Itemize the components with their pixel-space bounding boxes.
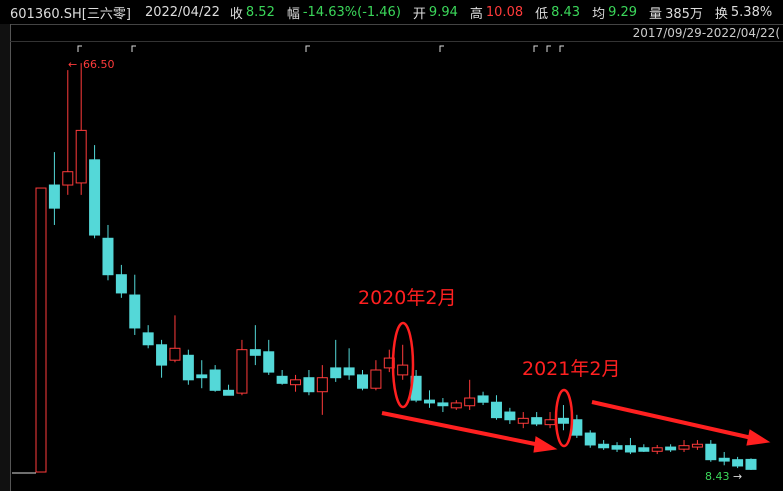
candle-body	[598, 443, 610, 449]
candle-body	[48, 184, 60, 209]
field-value: 8.43	[551, 4, 581, 20]
candles	[35, 63, 757, 473]
candle-body	[450, 402, 462, 409]
candle-body	[490, 401, 502, 419]
field-value: 9.94	[428, 4, 458, 20]
flags	[77, 45, 564, 52]
candle-body	[236, 349, 248, 394]
field-label: 换	[714, 6, 728, 22]
annotation: 2021年2月	[522, 358, 620, 380]
candle-body	[718, 457, 730, 462]
candle-body	[464, 397, 476, 407]
field-label: 幅	[286, 6, 300, 22]
annotation: 2020年2月	[358, 287, 456, 309]
field-value: 5.38%	[730, 4, 773, 20]
field-value: 9.29	[608, 4, 638, 20]
field-label: 收	[229, 6, 243, 22]
field-value: 385万	[665, 6, 703, 22]
candle-body	[142, 332, 154, 346]
candle-body	[544, 419, 556, 426]
candle-body	[316, 377, 328, 393]
candle-body	[531, 417, 543, 425]
candle-body	[370, 369, 382, 389]
candle-body	[62, 171, 74, 186]
candle-body	[196, 374, 208, 379]
candle-body	[678, 445, 690, 450]
field-label: 高	[469, 6, 483, 22]
candle-body	[276, 375, 288, 384]
highlight-ellipse	[391, 321, 415, 409]
field-label: 量	[649, 6, 663, 22]
candle-body	[169, 347, 181, 361]
side-strip	[0, 24, 10, 491]
candle-body	[437, 402, 449, 407]
candle-body	[89, 159, 101, 236]
candle-body	[557, 417, 569, 424]
candle-body	[75, 129, 87, 184]
field-value: 10.08	[485, 4, 524, 20]
candle-body	[477, 395, 489, 403]
candle-body	[624, 445, 636, 453]
candle-body	[129, 294, 141, 329]
candle-body	[263, 351, 275, 373]
field-label: 开	[412, 6, 426, 22]
field-value: -14.63%(-1.46)	[302, 4, 401, 20]
candle-body	[517, 417, 529, 424]
candle-body	[115, 274, 127, 294]
candle-body	[156, 344, 168, 366]
candle-body	[330, 367, 342, 379]
candle-body	[423, 399, 435, 404]
candle-body	[638, 447, 650, 452]
candle-body	[343, 367, 355, 376]
candle-body	[383, 357, 395, 369]
candle-body	[102, 237, 114, 276]
field-label: 低	[535, 6, 549, 22]
candle-body	[209, 369, 221, 391]
candle-body	[732, 459, 744, 467]
trend-arrows	[381, 400, 771, 453]
candle-body	[357, 374, 369, 389]
candle-body	[571, 419, 583, 436]
field-label: 均	[592, 6, 606, 22]
field-value: 8.52	[245, 4, 275, 20]
arrow-right: →	[733, 470, 742, 483]
date: 2022/04/22	[144, 4, 220, 20]
candle-body	[691, 443, 703, 448]
candle-body	[249, 349, 261, 356]
background	[0, 24, 783, 491]
highlight-ellipse	[554, 388, 574, 448]
candle-body	[665, 446, 677, 451]
candle-body	[397, 364, 409, 376]
header: 601360.SH[三六零] 2022/04/22 收 8.52 幅 -14.63%(…	[0, 0, 783, 24]
candle-body	[504, 411, 516, 421]
arrow-left: ←	[68, 58, 77, 71]
candle-body	[290, 379, 302, 386]
candle-body	[611, 445, 623, 450]
candle-body	[182, 354, 194, 381]
stock-code: 601360.SH[三六零]	[10, 6, 131, 22]
candle-body	[584, 432, 596, 446]
candle-body	[35, 187, 47, 473]
candle-body	[745, 458, 757, 470]
candle-body	[651, 447, 663, 452]
candle-body	[705, 443, 717, 461]
candle-body	[223, 389, 235, 396]
high-label: 66.50	[83, 58, 115, 71]
low-label: 8.43	[705, 470, 730, 483]
candle-body	[303, 377, 315, 393]
date-range: 2017/09/29-2022/04/22(	[633, 26, 780, 40]
